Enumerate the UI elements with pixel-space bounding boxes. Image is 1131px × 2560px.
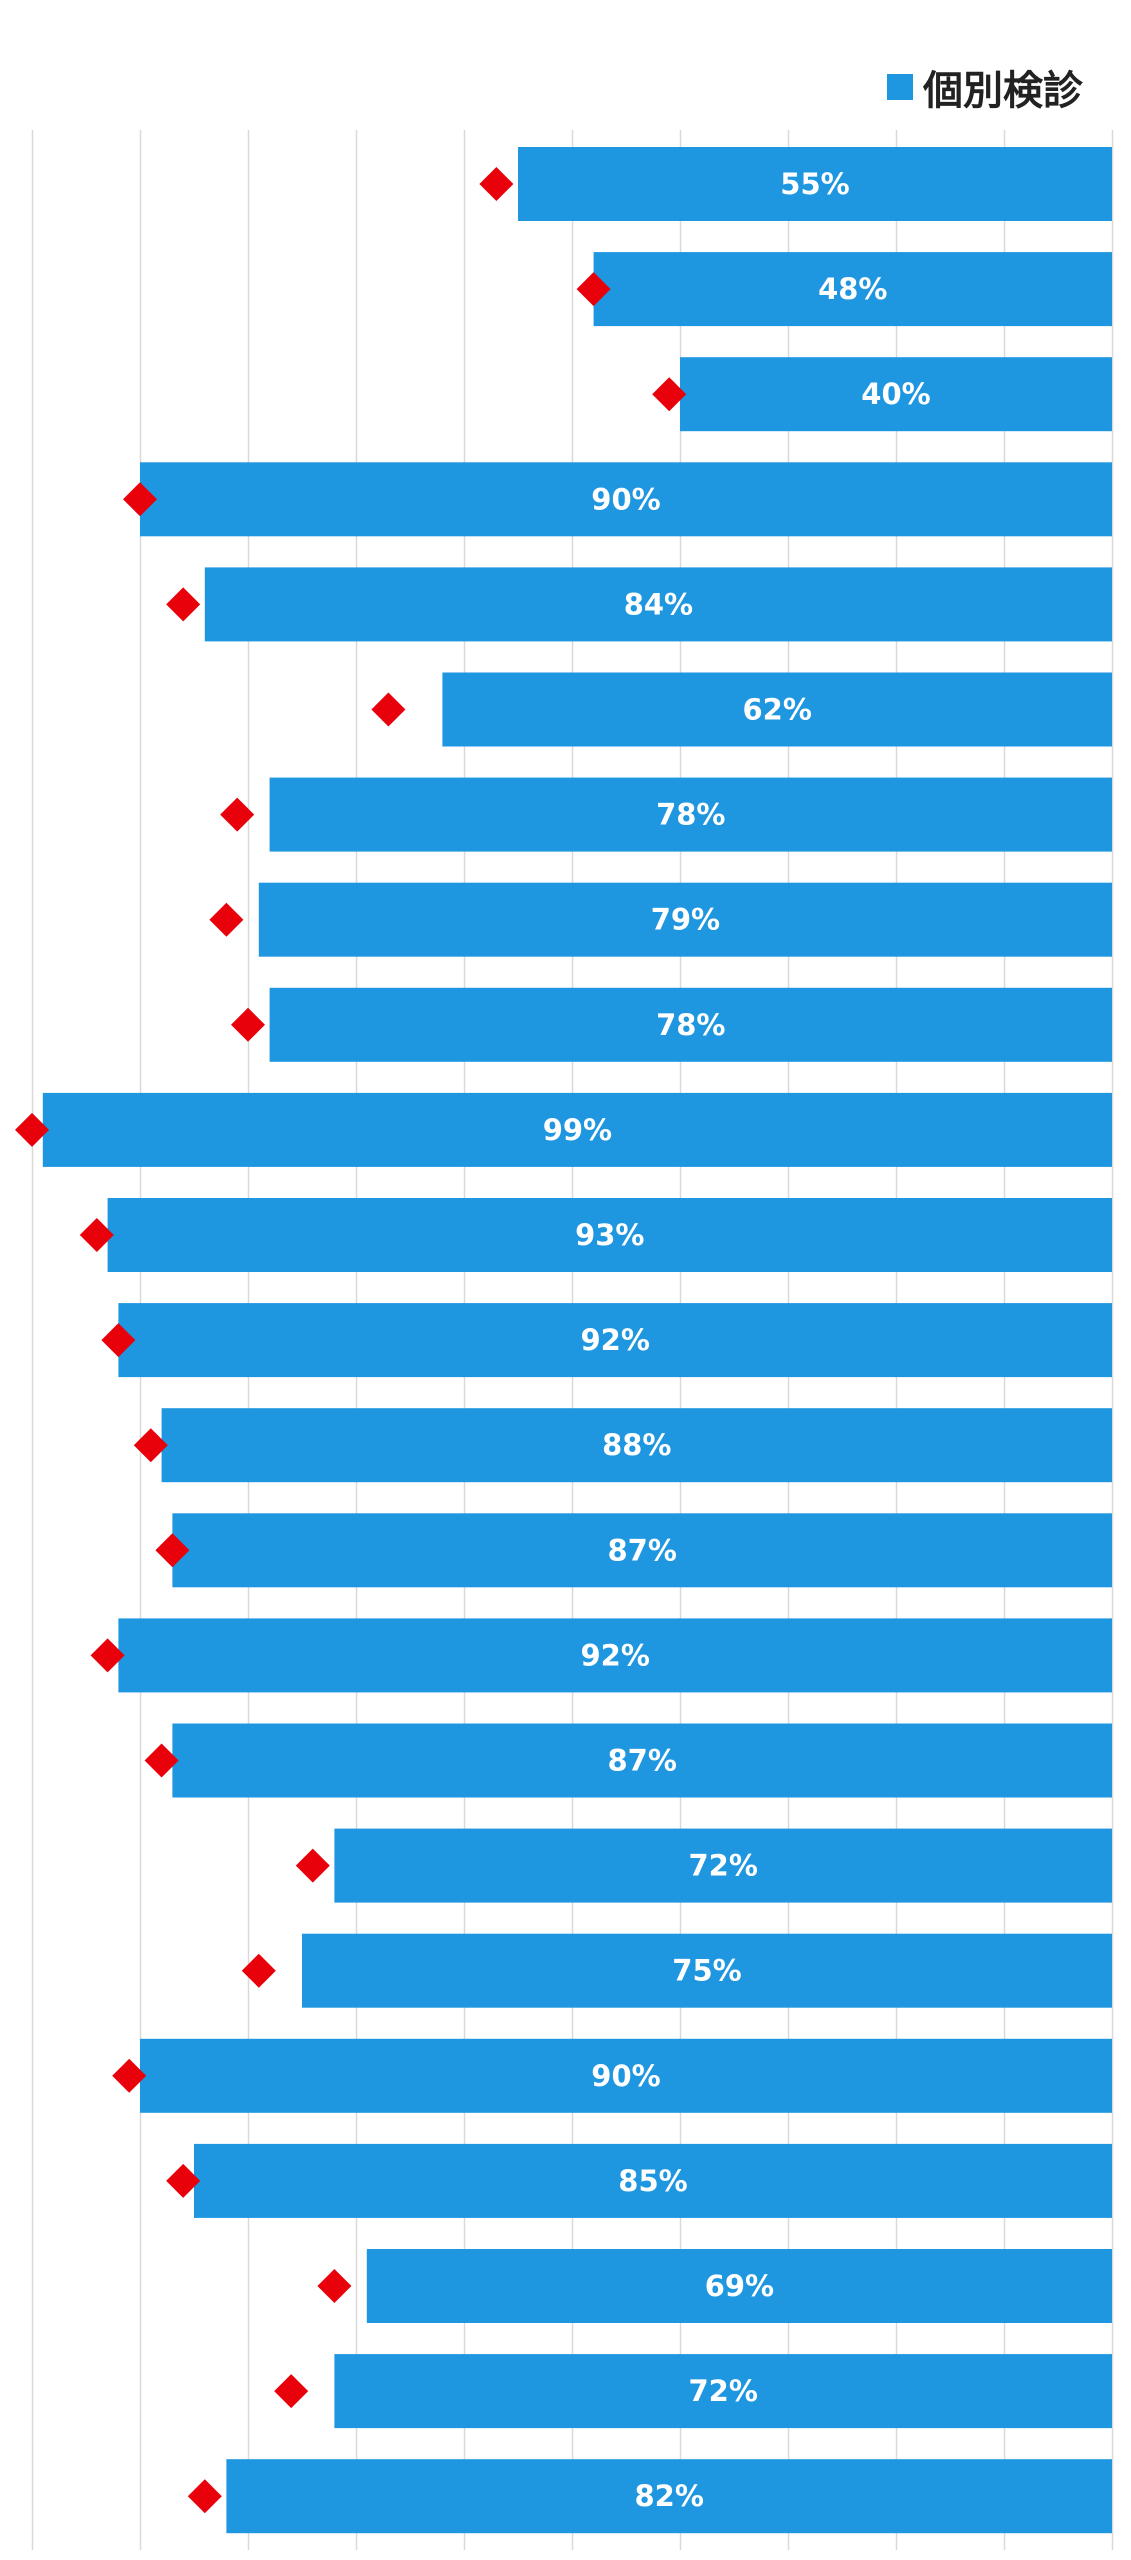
bar — [118, 1618, 1112, 1693]
bar — [442, 672, 1112, 747]
diamond-marker — [144, 1743, 179, 1778]
diamond-marker — [123, 482, 157, 517]
diamond-marker — [479, 167, 514, 201]
diamond-marker — [220, 797, 255, 832]
diamond-marker — [241, 1953, 276, 1988]
diamond-marker — [187, 2479, 222, 2514]
bar — [334, 2354, 1112, 2429]
diamond-marker — [166, 2163, 201, 2198]
bar — [258, 882, 1112, 957]
bar — [302, 1933, 1112, 2008]
bar — [226, 2459, 1112, 2534]
diamond-marker — [155, 1533, 190, 1568]
bar — [42, 1092, 1112, 1167]
bar — [269, 777, 1113, 852]
diamond-marker — [576, 272, 611, 307]
diamond-marker — [652, 377, 687, 412]
data-labels: 55% 48% 40% 90% 84% 62% 78% 79% 78% 99% 93% 92% 88% 8… — [543, 167, 931, 2513]
data-label: 79% — [651, 903, 720, 937]
diamond-marker — [112, 2058, 147, 2093]
diamond-marker — [371, 692, 406, 727]
bar — [118, 1303, 1112, 1378]
diamond-marker — [133, 1428, 168, 1463]
data-label: 78% — [656, 798, 725, 832]
data-label: 72% — [688, 1849, 757, 1883]
bar — [593, 252, 1112, 327]
data-label: 87% — [607, 1533, 676, 1567]
bar — [680, 357, 1112, 432]
diamond-marker — [231, 1007, 265, 1042]
data-label: 55% — [780, 167, 849, 201]
diamond-marker — [166, 587, 201, 622]
diamond-marker — [295, 1848, 330, 1883]
legend: 個別検診 — [887, 58, 1083, 116]
bar — [140, 462, 1112, 537]
data-label: 72% — [688, 2374, 757, 2408]
bar — [366, 2249, 1112, 2323]
diamond-marker — [79, 1218, 114, 1252]
diamond-marker — [90, 1638, 125, 1673]
data-label: 90% — [591, 482, 660, 516]
data-label: 85% — [618, 2164, 687, 2198]
bar — [172, 1513, 1112, 1588]
bar — [204, 567, 1113, 642]
bar — [334, 1828, 1112, 1903]
data-label: 93% — [575, 1218, 644, 1252]
diamond-marker — [274, 2374, 309, 2409]
bar — [107, 1198, 1113, 1272]
data-label: 62% — [742, 693, 811, 727]
diamond-marker — [15, 1112, 49, 1147]
bar — [194, 2143, 1112, 2218]
diamond-marker — [209, 902, 244, 937]
bar — [172, 1723, 1112, 1798]
legend-swatch — [887, 74, 913, 100]
data-label: 78% — [656, 1008, 725, 1042]
diamond-marker — [101, 1323, 136, 1358]
data-label: 40% — [861, 377, 930, 411]
data-label: 48% — [818, 272, 887, 306]
data-label: 87% — [607, 1744, 676, 1778]
data-label: 84% — [624, 587, 693, 621]
diamond-marker — [317, 2269, 352, 2303]
data-label: 82% — [634, 2479, 703, 2513]
data-label: 75% — [672, 1954, 741, 1988]
data-label: 92% — [580, 1638, 649, 1672]
data-label: 99% — [543, 1113, 612, 1147]
data-label: 90% — [591, 2059, 660, 2093]
diamond-markers — [15, 167, 687, 2514]
data-label: 88% — [602, 1428, 671, 1462]
bars — [42, 147, 1113, 2534]
legend-label: 個別検診 — [923, 68, 1083, 114]
bar — [269, 987, 1113, 1062]
bar — [161, 1408, 1113, 1483]
data-label: 92% — [580, 1323, 649, 1357]
data-label: 69% — [705, 2269, 774, 2303]
bar — [518, 147, 1112, 221]
bar — [140, 2038, 1112, 2113]
